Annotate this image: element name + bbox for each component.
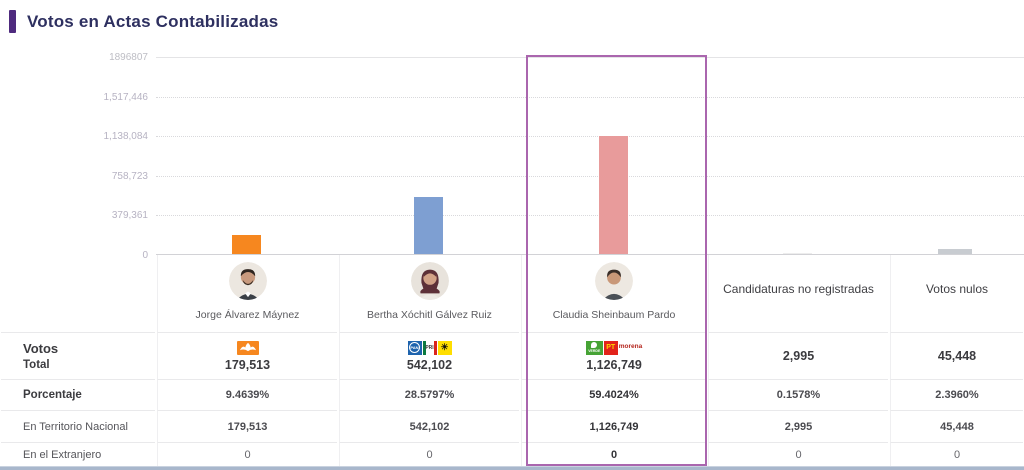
territorio-value: 179,513 xyxy=(227,420,268,433)
percentage-value: 28.5797% xyxy=(404,389,455,401)
row-label-votos-total: Votos Total xyxy=(1,332,155,379)
candidate-card-galvez[interactable]: Bertha Xóchitl Gálvez Ruiz xyxy=(339,255,519,332)
morena-party-logo: morena xyxy=(618,342,643,350)
row-sublabel: Total xyxy=(23,359,50,371)
pt-party-logo: PT xyxy=(603,340,618,355)
candidate-photo xyxy=(228,262,267,300)
candidate-card-sheinbaum[interactable]: Claudia Sheinbaum Pardo xyxy=(521,255,706,332)
y-tick-label: 758,723 xyxy=(111,171,148,182)
row-label: Porcentaje xyxy=(23,389,82,401)
extranjero-value: 0 xyxy=(610,448,618,461)
total-cell-nulos: 45,448 xyxy=(890,332,1023,379)
party-logos: PAN PRI ☀ xyxy=(407,340,452,356)
territorio-value: 45,448 xyxy=(940,420,974,433)
y-tick-label: 1896807 xyxy=(109,52,148,63)
percentage-value: 0.1578% xyxy=(776,389,821,401)
column-label: Candidaturas no registradas xyxy=(723,282,874,296)
territorio-value: 2,995 xyxy=(784,420,813,433)
bar-bertha-xochitl-galvez[interactable] xyxy=(414,197,443,254)
plot-area xyxy=(156,57,1024,255)
party-logos xyxy=(236,340,259,356)
prd-party-logo: ☀ xyxy=(437,340,452,355)
bar-votos-nulos[interactable] xyxy=(938,249,972,254)
y-tick-label: 1,138,084 xyxy=(103,131,149,142)
row-label: En el Extranjero xyxy=(23,448,102,461)
candidate-photo xyxy=(410,262,449,300)
extranjero-value: 0 xyxy=(953,448,961,461)
column-label: Votos nulos xyxy=(925,282,989,296)
total-cell-candidaturas: 2,995 xyxy=(708,332,888,379)
y-axis: 1896807 1,517,446 1,138,084 758,723 379,… xyxy=(0,33,149,261)
column-votos-nulos[interactable]: Votos nulos xyxy=(890,255,1023,332)
row-extranjero: En el Extranjero 0 0 0 0 0 xyxy=(0,442,1024,466)
row-label: Votos xyxy=(23,341,59,356)
mc-eagle-icon xyxy=(239,343,256,352)
pvem-party-logo: VERDE xyxy=(585,340,603,355)
toucan-icon xyxy=(591,342,598,348)
votes-bar-chart: 1896807 1,517,446 1,138,084 758,723 379,… xyxy=(0,33,1024,261)
prd-sun-icon: ☀ xyxy=(440,342,449,352)
total-votes: 45,448 xyxy=(937,349,977,363)
total-cell-galvez: PAN PRI ☀ 542,102 xyxy=(339,332,519,379)
extranjero-value: 0 xyxy=(426,448,433,461)
row-label-territorio: En Territorio Nacional xyxy=(1,410,155,442)
percentage-value: 2.3960% xyxy=(935,389,979,401)
candidate-photo xyxy=(595,262,633,300)
territorio-value: 542,102 xyxy=(409,420,450,433)
candidate-gutter xyxy=(1,255,155,332)
percentage-value: 9.4639% xyxy=(225,389,270,401)
pan-party-logo: PAN xyxy=(407,340,422,355)
total-votes: 542,102 xyxy=(406,357,453,372)
total-votes: 2,995 xyxy=(782,349,815,363)
title-accent-bar xyxy=(9,10,16,33)
mc-party-logo xyxy=(236,340,259,355)
column-candidaturas-no-registradas[interactable]: Candidaturas no registradas xyxy=(708,255,888,332)
candidate-name: Bertha Xóchitl Gálvez Ruiz xyxy=(367,309,492,321)
territorio-value: 1,126,749 xyxy=(589,420,639,433)
row-label: En Territorio Nacional xyxy=(23,420,128,433)
gridline xyxy=(156,215,1024,217)
bar-jorge-alvarez-maynez[interactable] xyxy=(232,235,261,254)
gridline xyxy=(156,96,1024,98)
gridline xyxy=(156,175,1024,177)
extranjero-value: 0 xyxy=(795,448,802,461)
extranjero-value: 0 xyxy=(244,448,251,461)
total-cell-sheinbaum: VERDE PT morena 1,126,749 xyxy=(521,332,706,379)
x-axis-baseline xyxy=(156,254,1024,255)
row-label-porcentaje: Porcentaje xyxy=(1,379,155,410)
page-title: Votos en Actas Contabilizadas xyxy=(27,11,279,31)
y-tick-label: 0 xyxy=(142,250,148,261)
y-tick-label: 1,517,446 xyxy=(103,92,149,103)
y-tick-label: 379,361 xyxy=(111,210,148,221)
row-label-extranjero: En el Extranjero xyxy=(1,442,155,466)
candidate-strip: Jorge Álvarez Máynez Bertha Xóchitl Gálv… xyxy=(0,255,1024,332)
total-votes: 1,126,749 xyxy=(586,357,642,372)
pri-party-logo: PRI xyxy=(422,340,437,355)
row-territorio-nacional: En Territorio Nacional 179,513 542,102 1… xyxy=(0,410,1024,442)
candidate-card-maynez[interactable]: Jorge Álvarez Máynez xyxy=(157,255,337,332)
percentage-value: 59.4024% xyxy=(589,389,639,401)
row-porcentaje: Porcentaje 9.4639% 28.5797% 59.4024% 0.1… xyxy=(0,379,1024,410)
page-header: Votos en Actas Contabilizadas xyxy=(0,0,1024,33)
gridline xyxy=(156,57,1024,58)
row-votos-total: Votos Total 179,513 PAN PRI ☀ 542,102 xyxy=(0,332,1024,379)
bar-claudia-sheinbaum[interactable] xyxy=(599,136,628,254)
candidate-name: Claudia Sheinbaum Pardo xyxy=(552,309,676,321)
gridline xyxy=(156,136,1024,138)
bottom-section-edge xyxy=(0,466,1024,470)
total-votes: 179,513 xyxy=(224,357,271,372)
candidate-name: Jorge Álvarez Máynez xyxy=(195,309,300,321)
party-logos: VERDE PT morena xyxy=(585,340,643,356)
total-cell-maynez: 179,513 xyxy=(157,332,337,379)
bar-candidaturas-no-registradas[interactable] xyxy=(783,252,812,254)
